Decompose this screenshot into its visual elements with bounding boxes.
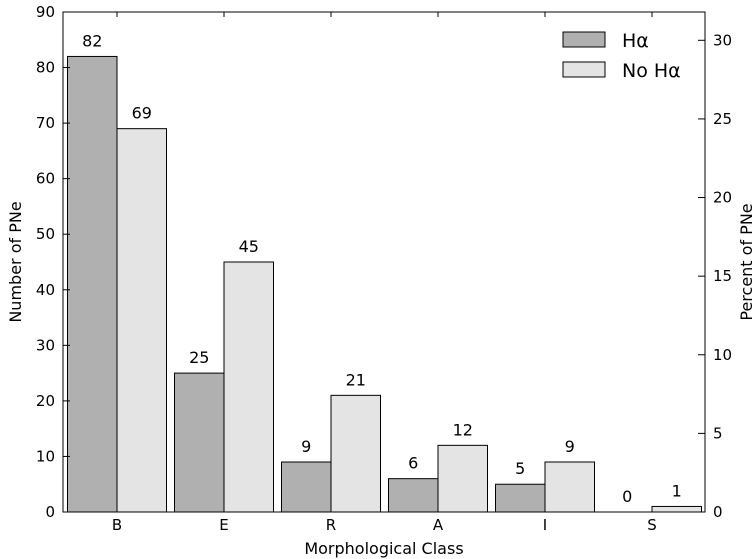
data-label-I-series-2: 9 xyxy=(565,437,575,456)
bar-E-series-1 xyxy=(174,372,225,513)
y-tick-label-50: 50 xyxy=(36,225,55,243)
data-label-I-series-1: 5 xyxy=(515,459,525,478)
y2-tick-label-20: 20 xyxy=(713,189,732,207)
data-label-A-series-2: 12 xyxy=(453,420,473,439)
bar-S-series-2 xyxy=(651,505,702,513)
bar-I-series-1 xyxy=(495,483,546,513)
x-axis-title: Morphological Class xyxy=(304,539,463,558)
y2-tick-label-0: 0 xyxy=(713,503,723,521)
x-tick-label-E: E xyxy=(219,516,228,534)
x-tick-label-S: S xyxy=(647,516,657,534)
data-label-S-series-2: 1 xyxy=(672,481,682,500)
y2-tick-label-5: 5 xyxy=(713,424,723,442)
y-tick-label-40: 40 xyxy=(36,281,55,299)
data-label-E-series-2: 45 xyxy=(239,237,259,256)
bar-R-series-2 xyxy=(330,394,381,513)
data-label-A-series-1: 6 xyxy=(408,454,418,473)
data-labels-layer: 82 69 25 45 9 21 6 12 5 9 0 1 xyxy=(82,31,682,506)
plot-frame xyxy=(62,11,706,513)
y2-tick-label-15: 15 xyxy=(713,267,732,285)
data-label-B-series-1: 82 xyxy=(82,31,102,50)
y2-tick-label-30: 30 xyxy=(713,31,732,49)
y2-axis-title: Percent of PNe xyxy=(737,203,755,320)
y-tick-label-90: 90 xyxy=(36,3,55,21)
y2-tick-label-10: 10 xyxy=(713,346,732,364)
data-label-S-series-1: 0 xyxy=(622,487,632,506)
y-tick-label-70: 70 xyxy=(36,114,55,132)
y-tick-label-30: 30 xyxy=(36,336,55,354)
y-tick-label-20: 20 xyxy=(36,392,55,410)
y-axis-title: Number of PNe xyxy=(6,201,25,322)
legend: Hα No Hα xyxy=(562,30,681,82)
x-tick-label-B: B xyxy=(112,516,122,534)
bar-R-series-1 xyxy=(281,461,332,513)
legend-label-series-1: Hα xyxy=(622,30,649,52)
y-tick-label-80: 80 xyxy=(36,59,55,77)
bar-E-series-2 xyxy=(223,261,274,513)
x-tick-label-R: R xyxy=(326,516,336,534)
bar-B-series-2 xyxy=(116,128,167,513)
bar-A-series-1 xyxy=(388,478,439,513)
bar-I-series-2 xyxy=(544,461,595,513)
x-tick-label-A: A xyxy=(433,516,444,534)
y-tick-label-0: 0 xyxy=(45,503,55,521)
y-tick-label-10: 10 xyxy=(36,447,55,465)
data-label-R-series-1: 9 xyxy=(301,437,311,456)
x-tick-label-I: I xyxy=(543,516,547,534)
y2-tick-label-25: 25 xyxy=(713,110,732,128)
data-label-B-series-2: 69 xyxy=(132,104,152,123)
y-tick-label-60: 60 xyxy=(36,170,55,188)
bar-A-series-2 xyxy=(437,444,488,513)
data-label-E-series-1: 25 xyxy=(189,348,209,367)
data-label-R-series-2: 21 xyxy=(346,370,366,389)
bars-layer xyxy=(67,55,702,513)
bar-B-series-1 xyxy=(67,55,118,513)
legend-swatch-series-1 xyxy=(562,31,606,48)
legend-swatch-series-2 xyxy=(562,61,606,78)
legend-label-series-2: No Hα xyxy=(622,60,681,82)
